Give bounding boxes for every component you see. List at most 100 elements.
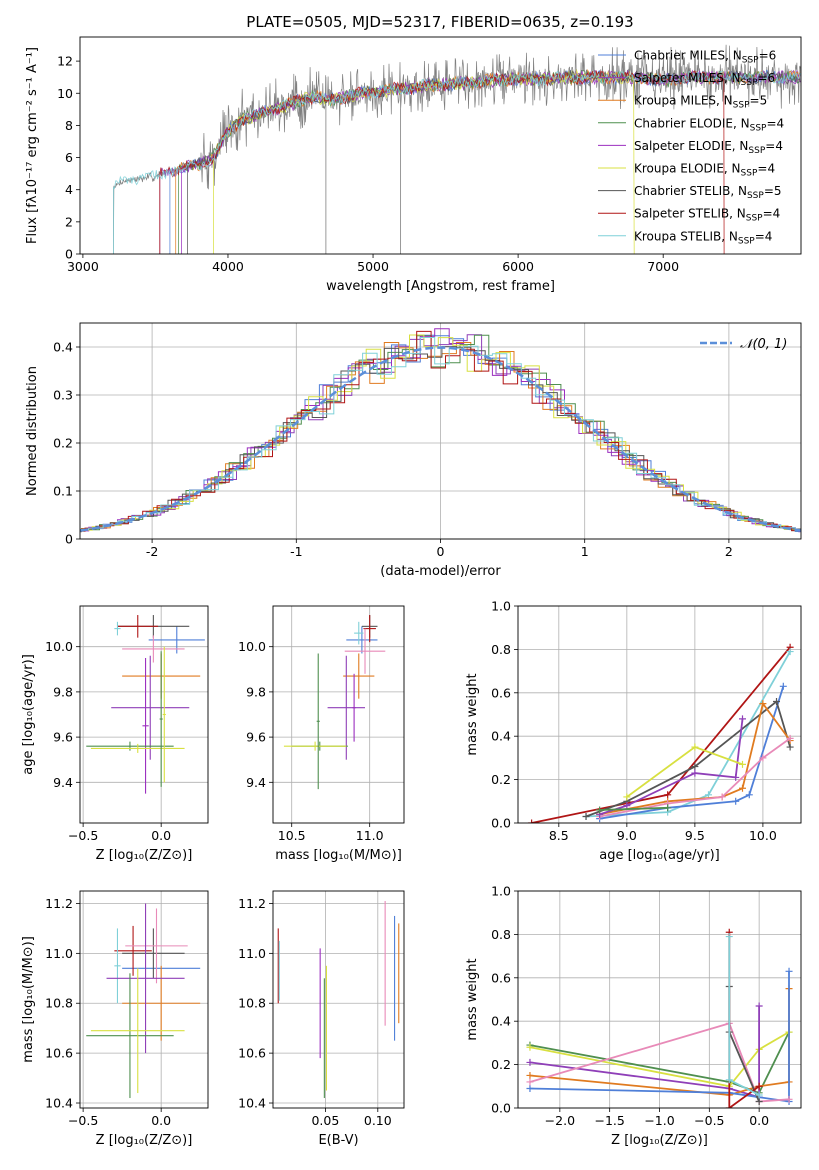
- y-tick-label: 6: [65, 150, 73, 165]
- weight-line: [529, 1006, 760, 1099]
- errorbar-point: [111, 655, 190, 760]
- weight-series: [596, 804, 672, 814]
- x-tick-label: −2.0: [545, 1113, 575, 1128]
- x-tick-label: 6000: [502, 259, 534, 274]
- residual-histogram: [80, 330, 801, 532]
- figure-title: PLATE=0505, MJD=52317, FIBERID=0635, z=0…: [246, 13, 634, 31]
- legend-label: Kroupa STELIB, NSSP=4: [634, 229, 772, 246]
- y-axis-label: Flux [fλ10⁻¹⁷ erg cm⁻² s⁻¹ A⁻¹]: [25, 47, 40, 244]
- weight-marker: [691, 769, 699, 777]
- y-tick-label: 0.0: [491, 1101, 511, 1116]
- x-tick-label: −0.5: [68, 828, 98, 843]
- weight-marker: [785, 967, 793, 975]
- x-tick-label: −0.5: [68, 1113, 98, 1128]
- z-mass-plot: [86, 903, 201, 1099]
- legend-label: Chabrier STELIB, NSSP=5: [634, 184, 782, 201]
- y-tick-label: 8: [65, 118, 73, 133]
- x-tick-label: 11.0: [356, 828, 384, 843]
- weight-line: [599, 701, 791, 816]
- weight-marker: [596, 806, 604, 814]
- errorbar-point: [344, 628, 386, 674]
- x-tick-label: -2: [146, 544, 158, 559]
- x-axis-label: age [log₁₀(age/yr)]: [599, 848, 720, 863]
- weight-marker: [664, 791, 672, 799]
- legend-label: Salpeter ELODIE, NSSP=4: [634, 139, 783, 156]
- x-axis-label: (data-model)/error: [380, 564, 501, 579]
- weight-marker: [704, 791, 712, 799]
- y-tick-label: 0.2: [53, 436, 73, 451]
- y-tick-label: 0.4: [491, 1014, 511, 1029]
- errorbar-point: [86, 741, 174, 751]
- errorbar-point: [114, 621, 121, 636]
- errorbar-point: [283, 741, 347, 751]
- y-tick-label: 0.6: [491, 970, 511, 985]
- y-tick-label: 0: [65, 247, 73, 262]
- model-spectrum-line: [113, 69, 801, 254]
- y-tick-label: 0.2: [491, 772, 511, 787]
- weight-marker: [732, 773, 740, 781]
- errorbar-point: [125, 908, 188, 984]
- mass-age-frame: [272, 605, 405, 824]
- weight-marker: [759, 754, 767, 762]
- x-axis-label: Z [log₁₀(Z/Z⊙)]: [611, 1133, 708, 1148]
- errorbar-point: [316, 653, 320, 790]
- x-tick-label: 0.10: [364, 1113, 392, 1128]
- residuals-frame: [79, 322, 802, 540]
- z-mass-frame: [79, 890, 209, 1109]
- age-weight-axes: 8.5 9.0 9.5 10.0 0.0 0.2 0.4 0.6 0.8 1.0 age [log₁…: [465, 599, 801, 863]
- legend-label: 𝒩(0, 1): [740, 337, 787, 352]
- errorbar-point: [122, 635, 185, 663]
- x-tick-label: 0.0: [749, 1113, 769, 1128]
- weight-marker: [725, 1104, 733, 1108]
- x-tick-label: 2: [725, 544, 733, 559]
- errorbar-point: [117, 615, 159, 638]
- y-tick-label: 12: [57, 54, 73, 69]
- z-age-frame: [79, 605, 209, 824]
- x-axis-label: wavelength [Angstrom, rest frame]: [326, 279, 555, 294]
- x-tick-label: 7000: [647, 259, 679, 274]
- errorbar-point: [327, 655, 366, 760]
- errorbar-point: [343, 653, 375, 699]
- y-tick-label: 10.4: [238, 1096, 266, 1111]
- weight-series: [528, 643, 794, 823]
- weight-series: [596, 700, 794, 818]
- weight-marker: [526, 1078, 534, 1086]
- x-axis-label: E(B-V): [318, 1133, 358, 1148]
- weight-marker: [755, 1002, 763, 1010]
- y-tick-label: 0.1: [53, 484, 73, 499]
- y-tick-label: 10: [57, 86, 73, 101]
- weight-marker: [755, 1097, 763, 1105]
- legend-label: Kroupa ELODIE, NSSP=4: [634, 162, 775, 179]
- errorbar-point: [122, 965, 201, 1041]
- y-tick-label: 11.2: [238, 896, 266, 911]
- weight-marker: [732, 797, 740, 805]
- weight-marker: [691, 763, 699, 771]
- y-tick-label: 2: [65, 214, 73, 229]
- y-tick-label: 9.4: [53, 775, 73, 790]
- y-tick-label: 0.0: [491, 816, 511, 831]
- y-tick-label: 0.4: [491, 729, 511, 744]
- weight-marker: [786, 648, 794, 656]
- errorbar-point: [106, 903, 185, 1054]
- weight-marker: [526, 1043, 534, 1051]
- weight-marker: [718, 793, 726, 801]
- y-axis-label: Normed distribution: [25, 366, 40, 496]
- residuals-legend: 𝒩(0, 1): [700, 337, 787, 352]
- weight-marker: [745, 791, 753, 799]
- x-tick-label: −1.0: [644, 1113, 674, 1128]
- weight-marker: [526, 1071, 534, 1079]
- mass-age-plot: [283, 615, 386, 790]
- y-axis-label: mass weight: [465, 673, 480, 755]
- errorbar-point: [86, 973, 174, 1099]
- weight-marker: [526, 1084, 534, 1092]
- x-tick-label: 10.5: [278, 828, 306, 843]
- x-tick-label: 3000: [67, 259, 99, 274]
- ebv-mass-frame: [272, 890, 405, 1109]
- weight-marker: [738, 715, 746, 723]
- weight-line: [529, 1022, 790, 1103]
- weight-line: [585, 651, 791, 818]
- weight-marker: [664, 804, 672, 812]
- spectrum-legend: Chabrier MILES, NSSP=6 Salpeter MILES, NS…: [598, 49, 784, 246]
- x-tick-label: 1: [581, 544, 589, 559]
- ebv-mass-plot: [277, 900, 400, 1099]
